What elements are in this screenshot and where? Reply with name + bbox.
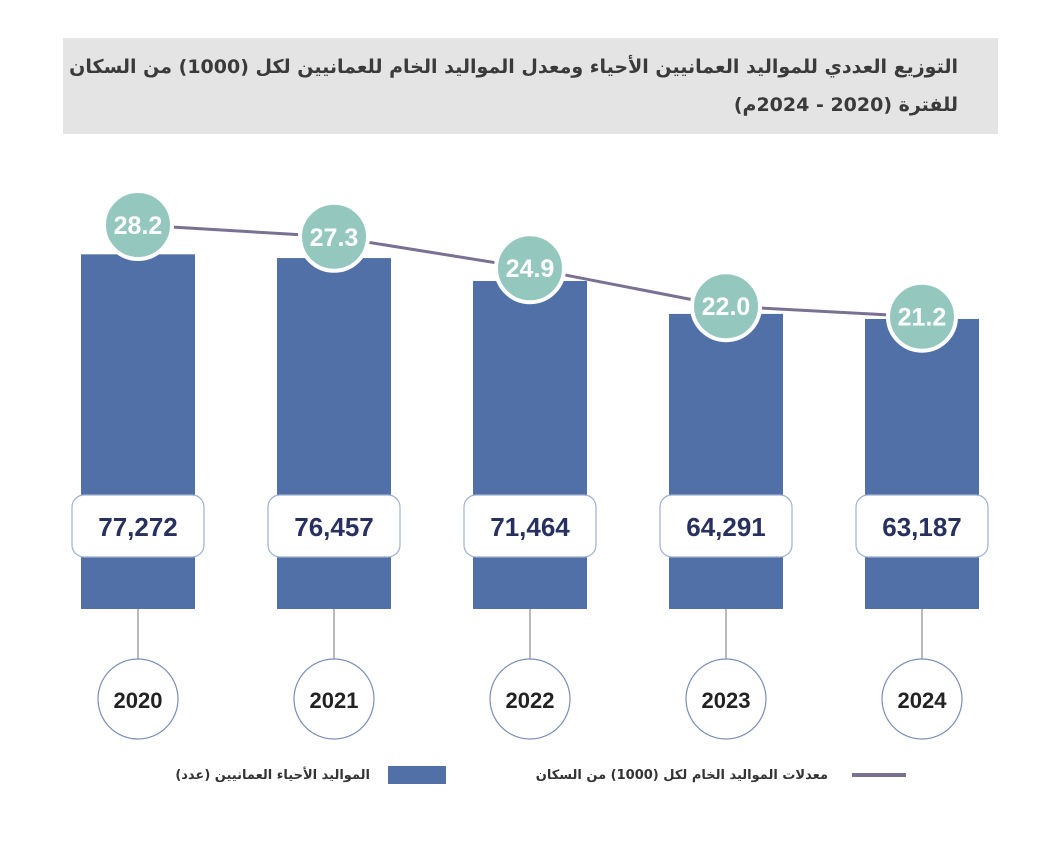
x-tick-label: 2021 — [310, 688, 359, 713]
bar-data-label: 64,291 — [686, 512, 766, 542]
bar-value-box — [267, 494, 401, 558]
x-tick-label: 2024 — [898, 688, 948, 713]
rate-data-label: 22.0 — [702, 293, 751, 321]
rate-data-label: 24.9 — [506, 255, 555, 283]
rate-point — [886, 280, 958, 353]
bar — [473, 280, 587, 609]
legend-bar-label: المواليد الأحياء العمانيين (عدد) — [175, 768, 370, 783]
bar-data-label: 76,457 — [294, 512, 374, 542]
chart-title-line2: للفترة (2020 - 2024م) — [733, 94, 958, 116]
bar-data-label: 77,272 — [98, 512, 178, 542]
bar-data-label: 63,187 — [882, 512, 962, 542]
bar-value-box — [463, 494, 597, 558]
year-circle — [293, 658, 375, 740]
rate-data-label: 28.2 — [114, 212, 163, 240]
chart-title-box: التوزيع العددي للمواليد العمانيين الأحيا… — [63, 38, 998, 134]
year-circle — [97, 658, 179, 740]
x-tick-label: 2022 — [506, 688, 555, 713]
legend-bar-swatch — [388, 766, 446, 784]
bar-data-label: 71,464 — [490, 512, 570, 542]
rate-data-label: 27.3 — [310, 224, 359, 252]
rate-point — [102, 189, 174, 261]
rate-data-label: 21.2 — [898, 304, 947, 332]
rate-point — [690, 270, 762, 343]
bar — [865, 318, 979, 609]
legend-line-swatch — [852, 773, 906, 777]
rate-point — [494, 232, 566, 305]
rate-point — [298, 200, 370, 273]
bar-value-box — [659, 494, 793, 558]
year-circle — [489, 658, 571, 740]
x-tick-label: 2020 — [114, 688, 163, 713]
legend-line-label: معدلات المواليد الخام لكل (1000) من السك… — [535, 768, 828, 783]
bar-value-box — [71, 494, 205, 558]
x-tick-label: 2023 — [702, 688, 751, 713]
bar-value-box — [855, 494, 989, 558]
bar — [669, 313, 783, 609]
year-circle — [881, 658, 963, 740]
chart-title-line1: التوزيع العددي للمواليد العمانيين الأحيا… — [69, 56, 958, 78]
year-circle — [685, 658, 767, 740]
